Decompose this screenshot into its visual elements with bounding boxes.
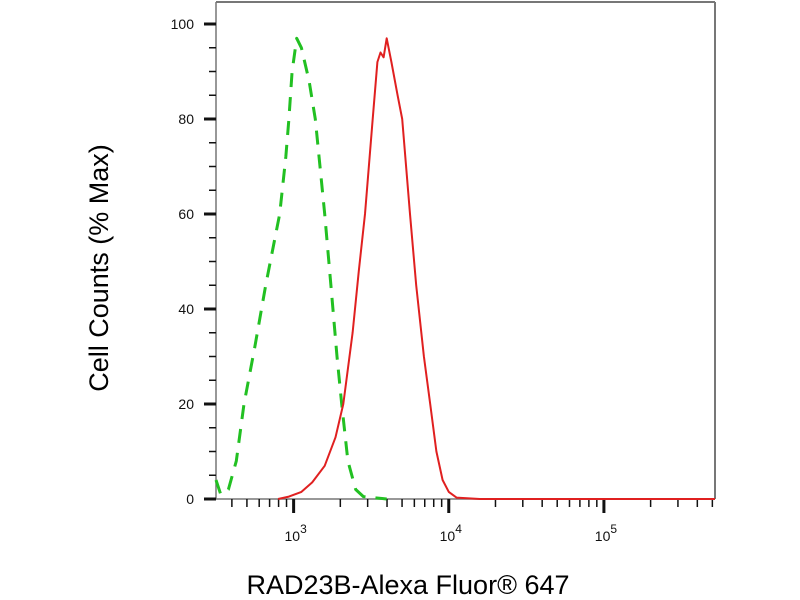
x-tick-label: 103 xyxy=(284,522,307,544)
sample-histogram-line xyxy=(277,37,715,500)
y-tick-label: 100 xyxy=(171,16,195,32)
axes: 0 20 40 60 80 100 103 104 105 xyxy=(171,1,716,544)
series-group xyxy=(214,36,715,501)
control-histogram-line xyxy=(214,36,387,501)
y-tick-label: 80 xyxy=(178,111,194,127)
x-tick-label: 105 xyxy=(595,522,618,544)
y-tick-label: 20 xyxy=(178,396,194,412)
y-axis-label: Cell Counts (% Max) xyxy=(84,144,114,392)
y-tick-label: 60 xyxy=(178,206,194,222)
y-tick-label: 0 xyxy=(186,491,194,507)
x-tick-label: 104 xyxy=(440,522,463,544)
y-tick-label: 40 xyxy=(178,301,194,317)
x-axis-label: RAD23B-Alexa Fluor® 647 xyxy=(246,570,569,600)
